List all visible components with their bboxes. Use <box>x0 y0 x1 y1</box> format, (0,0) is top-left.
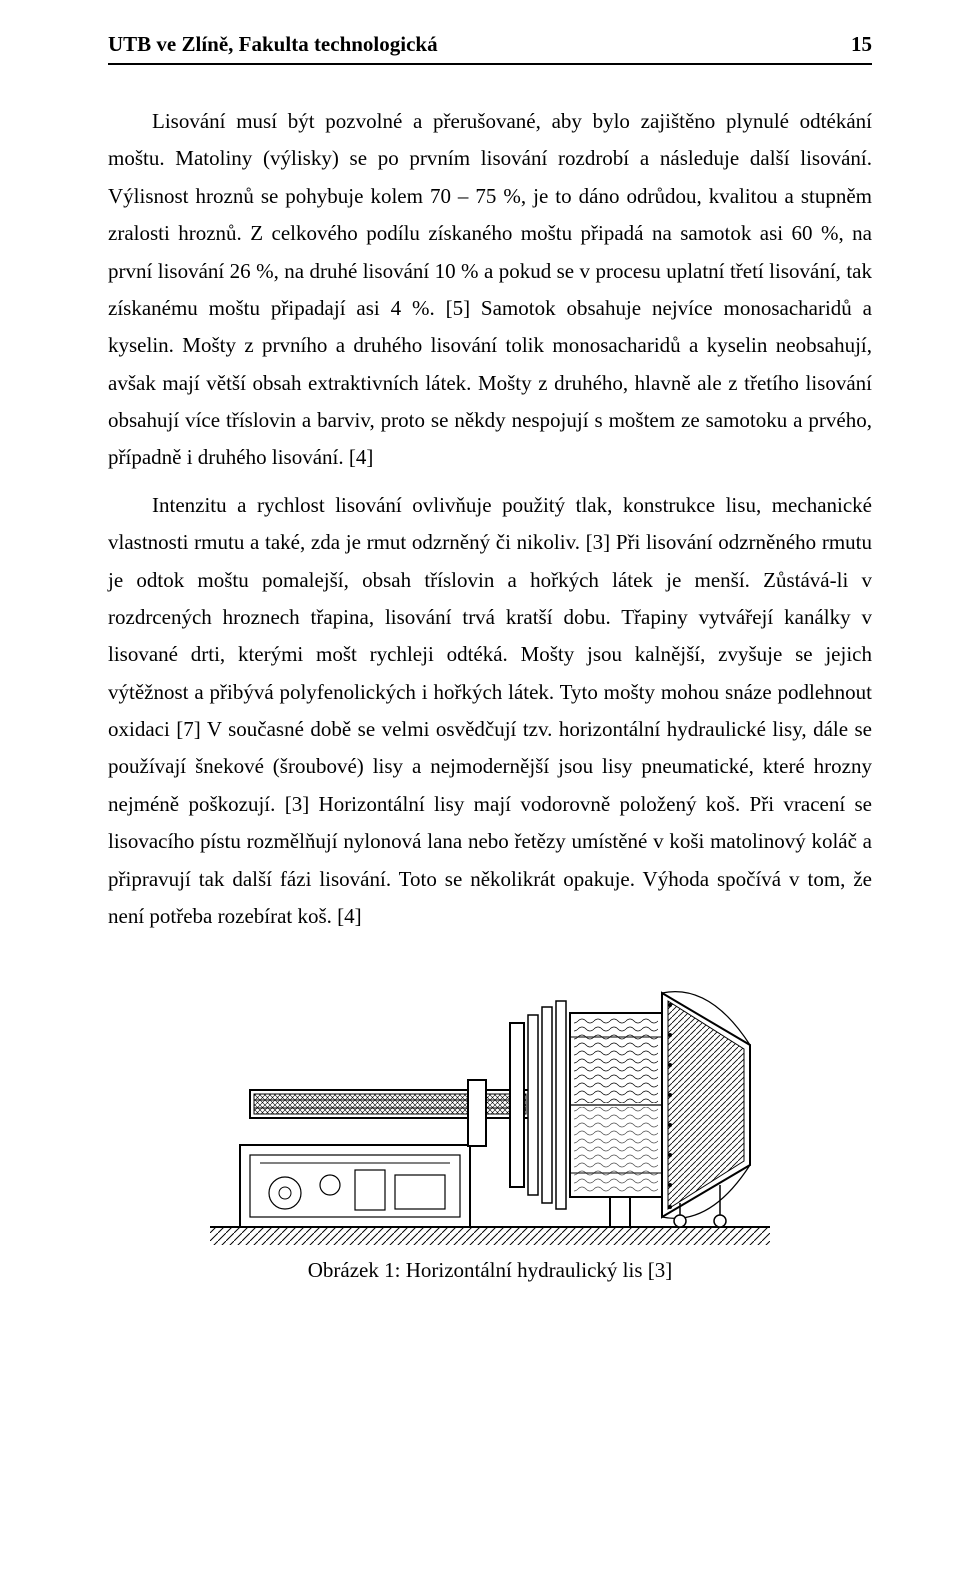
page-header: UTB ve Zlíně, Fakulta technologická 15 <box>108 32 872 65</box>
figure: Obrázek 1: Horizontální hydraulický lis … <box>108 945 872 1283</box>
body-paragraph-2: Intenzitu a rychlost lisování ovlivňuje … <box>108 487 872 936</box>
body-paragraph-1: Lisování musí být pozvolné a přerušované… <box>108 103 872 477</box>
figure-illustration <box>210 945 770 1250</box>
page-number: 15 <box>851 32 872 57</box>
header-institution: UTB ve Zlíně, Fakulta technologická <box>108 32 438 57</box>
figure-caption: Obrázek 1: Horizontální hydraulický lis … <box>108 1258 872 1283</box>
